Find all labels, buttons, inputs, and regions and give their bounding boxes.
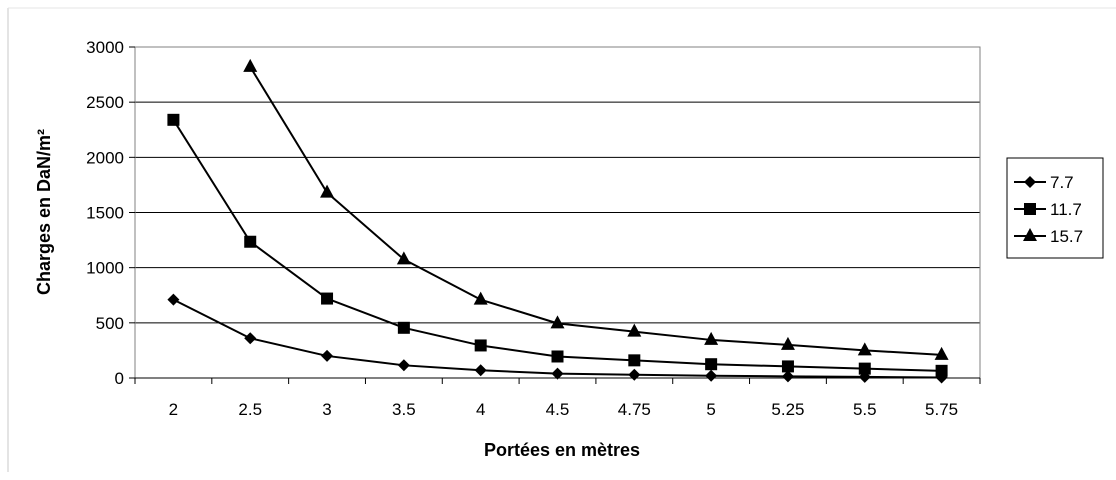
data-point-square — [167, 113, 180, 126]
y-axis-title: Charges en DaN/m² — [34, 129, 54, 295]
data-point-triangle — [857, 342, 872, 356]
y-tick-label: 2500 — [86, 93, 124, 112]
data-point-square — [474, 339, 487, 352]
y-axis: 0 500 1000 1500 2000 2500 3000 — [86, 38, 135, 388]
legend-item: 11.7 — [1014, 200, 1082, 219]
data-point-diamond — [551, 367, 564, 380]
data-point-triangle — [780, 336, 795, 350]
legend-marker-square — [1024, 203, 1036, 215]
x-tick-label: 5 — [706, 400, 715, 419]
x-tick-label: 4.75 — [618, 400, 651, 419]
data-point-square — [551, 350, 564, 363]
data-point-diamond — [167, 293, 180, 306]
legend-item: 15.7 — [1014, 227, 1083, 246]
y-tick-label: 0 — [115, 369, 124, 388]
y-tick-label: 1500 — [86, 204, 124, 223]
data-point-diamond — [244, 332, 257, 345]
legend: 7.7 11.7 15.7 — [1006, 157, 1104, 259]
series-11.7 — [167, 113, 948, 377]
data-point-diamond — [474, 364, 487, 377]
legend-marker-diamond — [1024, 176, 1036, 188]
series-7.7 — [167, 293, 948, 384]
series-layer — [167, 58, 949, 384]
y-tick-label: 1000 — [86, 259, 124, 278]
data-point-triangle — [627, 323, 642, 337]
x-tick-label: 5.5 — [853, 400, 877, 419]
data-point-triangle — [704, 331, 719, 345]
data-point-square — [858, 362, 871, 375]
x-axis-title: Portées en mètres — [484, 440, 640, 460]
data-point-square — [935, 364, 948, 377]
series-line — [249, 66, 942, 356]
y-tick-label: 500 — [96, 314, 124, 333]
data-point-square — [628, 354, 641, 367]
series-line — [172, 298, 942, 379]
x-tick-label: 3 — [322, 400, 331, 419]
data-point-triangle — [320, 184, 335, 198]
data-point-triangle — [243, 58, 258, 72]
legend-item: 7.7 — [1014, 173, 1074, 192]
x-tick-label: 4 — [476, 400, 485, 419]
data-point-triangle — [396, 251, 411, 265]
data-point-diamond — [705, 369, 718, 382]
x-tick-label: 5.25 — [771, 400, 804, 419]
data-point-diamond — [397, 359, 410, 372]
data-point-diamond — [321, 349, 334, 362]
data-point-diamond — [781, 370, 794, 383]
legend-label: 11.7 — [1050, 200, 1082, 219]
data-point-square — [397, 321, 410, 334]
x-tick-label: 2.5 — [238, 400, 262, 419]
x-tick-label: 5.75 — [925, 400, 958, 419]
data-point-square — [705, 358, 718, 371]
legend-marker-triangle — [1023, 228, 1037, 241]
data-point-square — [321, 292, 334, 305]
x-axis: 2 2.5 3 3.5 4 4.5 4.75 5 5.25 5.5 5.75 — [134, 377, 981, 419]
data-point-triangle — [550, 315, 565, 329]
data-point-square — [244, 235, 257, 248]
y-tick-label: 3000 — [86, 38, 124, 57]
legend-label: 7.7 — [1050, 173, 1074, 192]
x-tick-label: 2 — [169, 400, 178, 419]
data-point-square — [781, 360, 794, 373]
y-tick-label: 2000 — [86, 148, 124, 167]
data-point-triangle — [934, 346, 949, 360]
x-tick-label: 3.5 — [392, 400, 416, 419]
legend-label: 15.7 — [1050, 227, 1083, 246]
data-point-triangle — [473, 291, 488, 305]
data-point-diamond — [628, 368, 641, 381]
series-15.7 — [243, 58, 949, 360]
x-tick-label: 4.5 — [546, 400, 570, 419]
